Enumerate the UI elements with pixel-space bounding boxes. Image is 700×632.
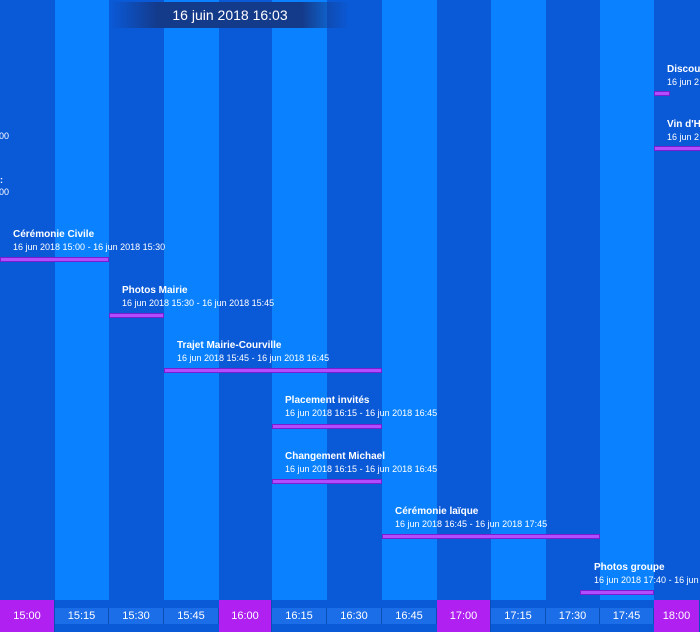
clipped-event-text: 00 [0,187,10,197]
clipped-event-range: 16 jun 2 [667,132,700,142]
time-column [491,0,546,600]
event-time-range: 16 jun 2018 17:40 - 16 jun [594,575,699,585]
clipped-event-title[interactable]: Vin d'H [667,119,700,130]
event-bar[interactable] [164,368,382,373]
axis-tick-hour[interactable]: 16:00 [219,600,272,632]
event-bar[interactable] [109,313,164,318]
axis-tick-quarter[interactable]: 17:15 [491,608,546,624]
event-bar[interactable] [0,257,109,262]
clipped-event-text: 00 [0,131,10,141]
event-bar[interactable] [382,534,600,539]
event-time-range: 16 jun 2018 15:00 - 16 jun 2018 15:30 [13,242,166,252]
clipped-event-range: 16 jun 2 [667,77,700,87]
time-axis: 15:00 15:15 15:30 15:45 16:00 16:15 16:3… [0,600,700,632]
axis-tick-quarter[interactable]: 15:15 [55,608,109,624]
time-column [600,0,654,600]
time-column [0,0,55,600]
time-column [546,0,600,600]
time-column [327,0,382,600]
event-title: Changement Michael [285,451,386,462]
axis-tick-quarter[interactable]: 17:45 [600,608,654,624]
event-title: Cérémonie laïque [395,506,479,517]
axis-tick-hour[interactable]: 17:00 [437,600,491,632]
axis-tick-quarter[interactable]: 16:30 [327,608,382,624]
time-column [219,0,272,600]
axis-tick-hour[interactable]: 18:00 [654,600,700,632]
time-column [55,0,109,600]
axis-tick-quarter[interactable]: 15:30 [109,608,164,624]
time-column [109,0,164,600]
axis-tick-quarter[interactable]: 17:30 [546,608,600,624]
event-time-range: 16 jun 2018 15:30 - 16 jun 2018 15:45 [122,298,275,308]
axis-tick-hour[interactable]: 15:00 [0,600,55,632]
current-date-header: 16 juin 2018 16:03 [110,2,350,28]
event-title: Cérémonie Civile [13,229,95,240]
time-column [272,0,327,600]
time-column [382,0,437,600]
axis-tick-quarter[interactable]: 16:15 [272,608,327,624]
event-bar[interactable] [654,91,670,96]
event-title: Photos Mairie [122,285,188,296]
event-time-range: 16 jun 2018 16:15 - 16 jun 2018 16:45 [285,408,438,418]
event-title: Trajet Mairie-Courville [177,340,282,351]
clipped-event-title[interactable]: Discou [667,64,700,75]
time-column [437,0,491,600]
time-column [654,0,700,600]
event-time-range: 16 jun 2018 16:45 - 16 jun 2018 17:45 [395,519,548,529]
event-time-range: 16 jun 2018 16:15 - 16 jun 2018 16:45 [285,464,438,474]
event-time-range: 16 jun 2018 15:45 - 16 jun 2018 16:45 [177,353,330,363]
event-bar[interactable] [272,479,382,484]
clipped-event-text: : [0,175,3,185]
time-column [164,0,219,600]
event-bar[interactable] [272,424,382,429]
event-bar[interactable] [654,146,700,151]
event-bar[interactable] [580,590,654,595]
axis-tick-quarter[interactable]: 16:45 [382,608,437,624]
event-title: Photos groupe [594,562,665,573]
axis-tick-quarter[interactable]: 15:45 [164,608,219,624]
event-title: Placement invités [285,395,370,406]
